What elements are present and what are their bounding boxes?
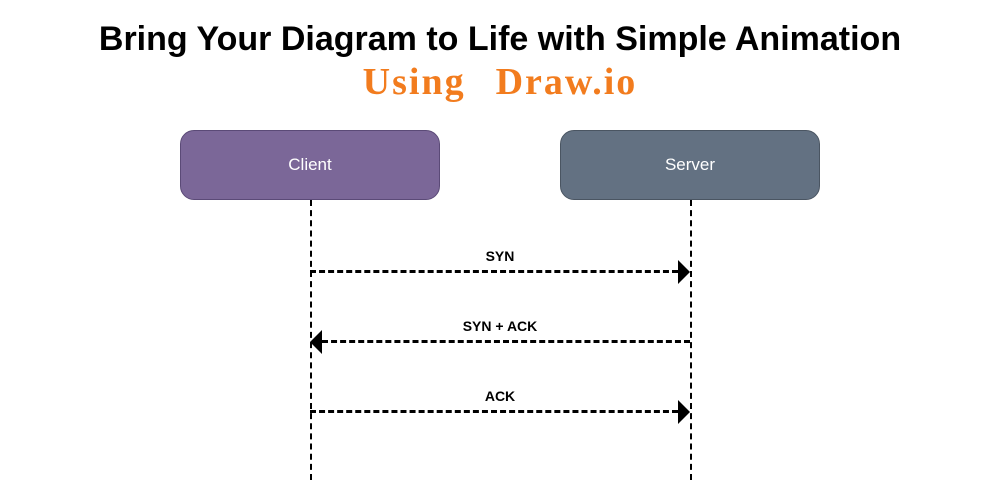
node-client: Client [180,130,440,200]
arrow-label-0: SYN [310,248,690,264]
title-sub: Using Draw.io [0,60,1000,104]
node-server: Server [560,130,820,200]
node-client-label: Client [288,155,331,175]
title-main: Bring Your Diagram to Life with Simple A… [0,20,1000,59]
arrow-label-2: ACK [310,388,690,404]
arrow-line-1 [322,340,690,343]
diagram-canvas: { "title": { "main": "Bring Your Diagram… [0,0,1000,500]
arrow-label-1: SYN + ACK [310,318,690,334]
lifeline-right [690,200,692,480]
arrow-line-0 [310,270,678,273]
title-sub-word2: Draw.io [496,61,638,103]
node-server-label: Server [665,155,715,175]
title-sub-word1: Using [363,61,466,103]
arrow-line-2 [310,410,678,413]
